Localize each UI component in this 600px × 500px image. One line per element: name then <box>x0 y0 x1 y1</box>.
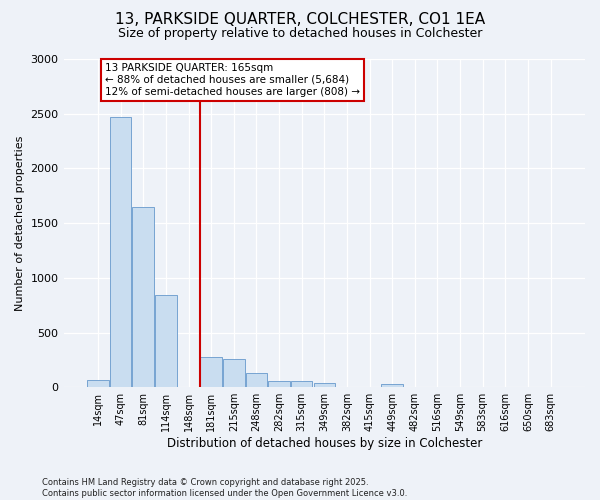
Text: 13 PARKSIDE QUARTER: 165sqm
← 88% of detached houses are smaller (5,684)
12% of : 13 PARKSIDE QUARTER: 165sqm ← 88% of det… <box>105 64 360 96</box>
Text: 13, PARKSIDE QUARTER, COLCHESTER, CO1 1EA: 13, PARKSIDE QUARTER, COLCHESTER, CO1 1E… <box>115 12 485 28</box>
Y-axis label: Number of detached properties: Number of detached properties <box>15 136 25 311</box>
Bar <box>245 373 267 387</box>
Text: Contains HM Land Registry data © Crown copyright and database right 2025.
Contai: Contains HM Land Registry data © Crown c… <box>42 478 407 498</box>
X-axis label: Distribution of detached houses by size in Colchester: Distribution of detached houses by size … <box>167 437 482 450</box>
Bar <box>291 381 313 387</box>
Bar <box>223 359 245 387</box>
Bar <box>314 383 335 387</box>
Bar <box>382 384 403 387</box>
Bar <box>155 296 176 387</box>
Bar <box>110 117 131 387</box>
Bar <box>268 381 290 387</box>
Text: Size of property relative to detached houses in Colchester: Size of property relative to detached ho… <box>118 28 482 40</box>
Bar <box>200 356 222 387</box>
Bar <box>133 206 154 387</box>
Bar <box>87 380 109 387</box>
Bar <box>336 386 358 387</box>
